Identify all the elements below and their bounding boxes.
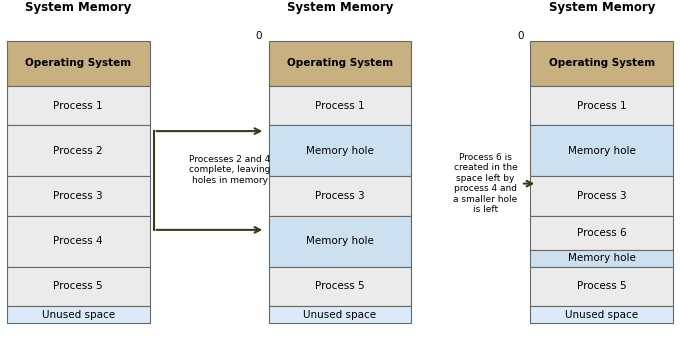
- Bar: [269, 267, 411, 306]
- Text: Process 5: Process 5: [54, 281, 103, 291]
- Bar: [269, 125, 411, 176]
- Text: 0: 0: [255, 31, 262, 41]
- Bar: [7, 176, 150, 216]
- Text: Process 3: Process 3: [316, 191, 364, 201]
- Text: Process 1: Process 1: [577, 101, 626, 111]
- Text: Process 1: Process 1: [316, 101, 364, 111]
- Text: Process 5: Process 5: [577, 281, 626, 291]
- Text: Memory hole: Memory hole: [568, 146, 636, 156]
- Bar: [7, 41, 150, 86]
- Text: Process 3: Process 3: [54, 191, 103, 201]
- Text: System Memory: System Memory: [25, 1, 131, 14]
- Bar: [7, 216, 150, 267]
- Bar: [269, 41, 411, 86]
- Bar: [530, 86, 673, 125]
- Bar: [7, 306, 150, 323]
- Text: Memory hole: Memory hole: [568, 253, 636, 263]
- Text: Unused space: Unused space: [303, 309, 377, 320]
- Text: Operating System: Operating System: [549, 58, 655, 68]
- Text: Memory hole: Memory hole: [306, 146, 374, 156]
- Text: Process 2: Process 2: [54, 146, 103, 156]
- Bar: [530, 216, 673, 250]
- Text: Processes 2 and 4
complete, leaving
holes in memory: Processes 2 and 4 complete, leaving hole…: [189, 155, 271, 185]
- Text: Process 6: Process 6: [577, 228, 626, 238]
- Bar: [530, 250, 673, 267]
- Text: Memory hole: Memory hole: [306, 236, 374, 246]
- Bar: [530, 41, 673, 86]
- Text: System Memory: System Memory: [287, 1, 393, 14]
- Bar: [7, 267, 150, 306]
- Text: Unused space: Unused space: [41, 309, 115, 320]
- Text: System Memory: System Memory: [549, 1, 655, 14]
- Bar: [269, 86, 411, 125]
- Bar: [269, 216, 411, 267]
- Bar: [530, 125, 673, 176]
- Text: Operating System: Operating System: [287, 58, 393, 68]
- Text: Process 5: Process 5: [316, 281, 364, 291]
- Text: Process 1: Process 1: [54, 101, 103, 111]
- Bar: [269, 306, 411, 323]
- Text: Operating System: Operating System: [25, 58, 131, 68]
- Bar: [7, 86, 150, 125]
- Text: Process 3: Process 3: [577, 191, 626, 201]
- Text: 0: 0: [517, 31, 524, 41]
- Bar: [269, 176, 411, 216]
- Bar: [530, 267, 673, 306]
- Bar: [530, 176, 673, 216]
- Text: Unused space: Unused space: [565, 309, 639, 320]
- Text: Process 6 is
created in the
space left by
process 4 and
a smaller hole
is left: Process 6 is created in the space left b…: [454, 153, 517, 214]
- Bar: [7, 125, 150, 176]
- Text: Process 4: Process 4: [54, 236, 103, 246]
- Bar: [530, 306, 673, 323]
